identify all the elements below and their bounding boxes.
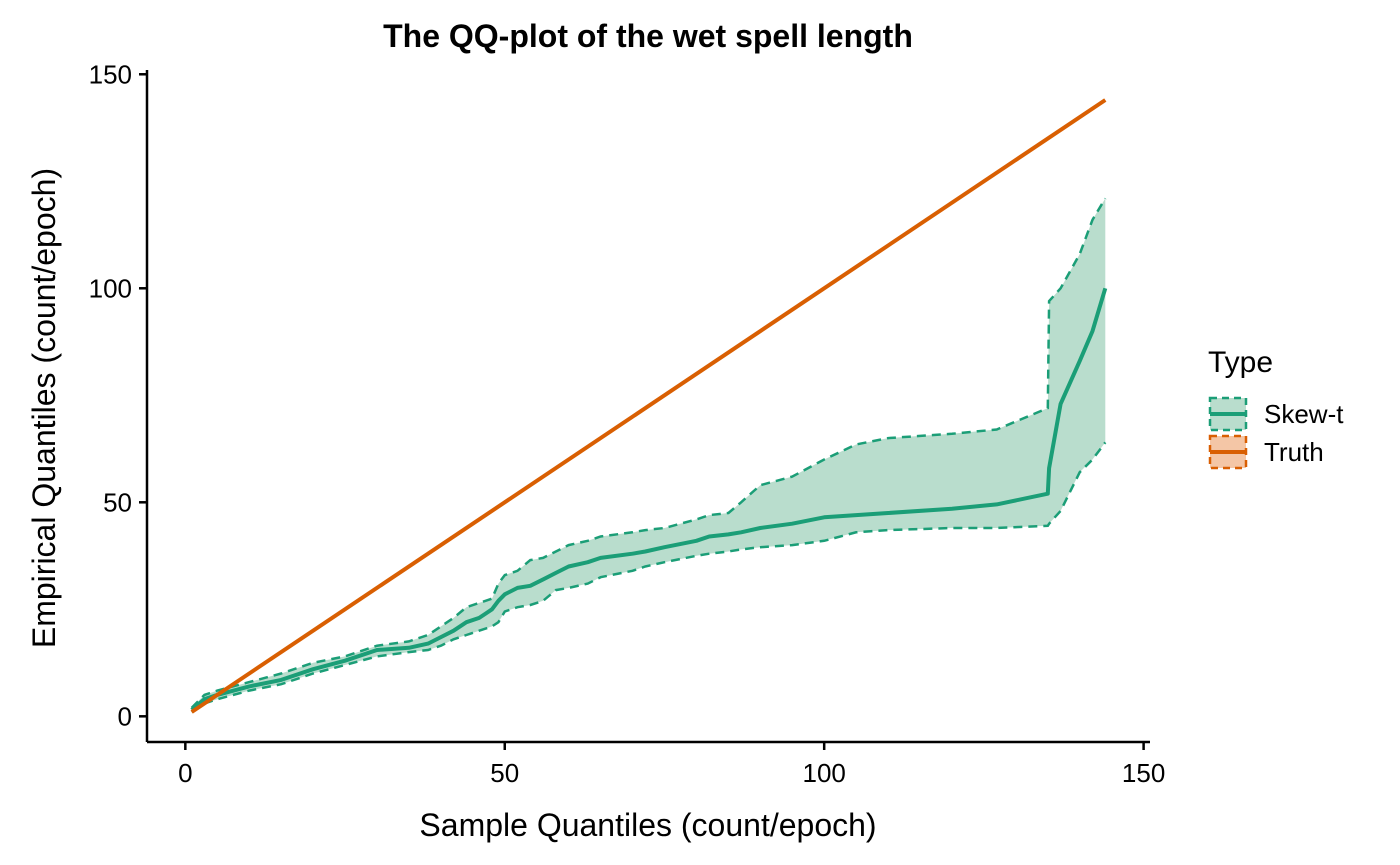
x-axis-title: Sample Quantiles (count/epoch) bbox=[419, 807, 876, 843]
truth-line bbox=[190, 98, 1107, 714]
legend-label: Skew-t bbox=[1264, 399, 1344, 429]
y-tick-label: 50 bbox=[103, 487, 132, 517]
legend-item-truth: Truth bbox=[1208, 434, 1324, 470]
x-tick-label: 50 bbox=[490, 758, 519, 788]
legend: Type Skew-t Truth bbox=[1208, 346, 1344, 470]
y-tick-label: 150 bbox=[89, 59, 132, 89]
skew-t-line bbox=[190, 287, 1108, 712]
skew-t-upper-bound bbox=[190, 197, 1107, 709]
y-tick-label: 0 bbox=[118, 701, 132, 731]
skew-t-confidence-band bbox=[191, 198, 1106, 712]
x-tick-label: 150 bbox=[1122, 758, 1165, 788]
legend-label: Truth bbox=[1264, 437, 1324, 467]
skew-t-lower-bound bbox=[191, 441, 1107, 714]
y-axis-title: Empirical Quantiles (count/epoch) bbox=[26, 168, 62, 648]
legend-item-skew-t: Skew-t bbox=[1208, 396, 1344, 432]
chart-title: The QQ-plot of the wet spell length bbox=[383, 18, 913, 54]
legend-title: Type bbox=[1208, 346, 1273, 379]
x-tick-label: 0 bbox=[178, 758, 192, 788]
x-tick-label: 100 bbox=[802, 758, 845, 788]
plot-area bbox=[190, 98, 1108, 714]
axes: 0 50 100 150 0 50 100 150 bbox=[89, 59, 1166, 788]
y-tick-label: 100 bbox=[89, 273, 132, 303]
